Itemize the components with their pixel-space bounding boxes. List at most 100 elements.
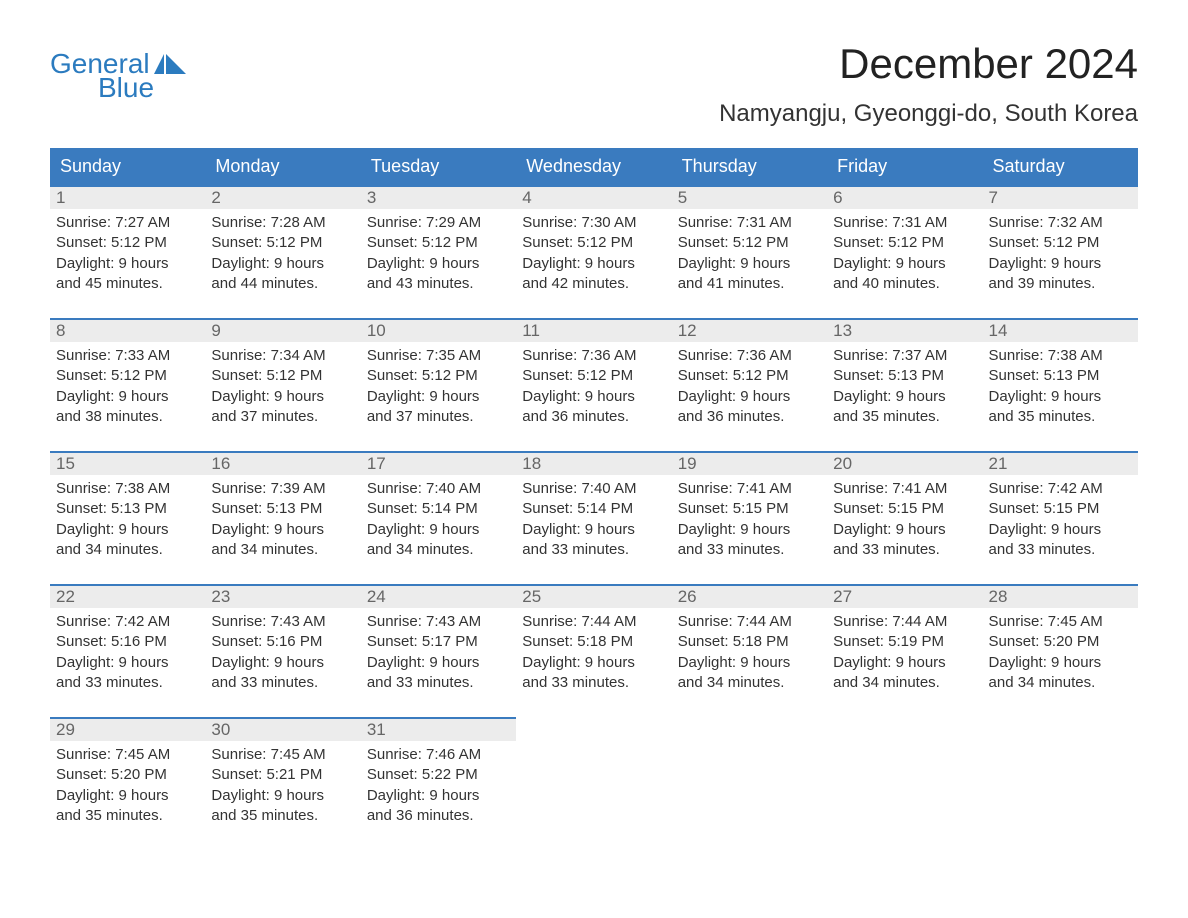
week-row: 15Sunrise: 7:38 AMSunset: 5:13 PMDayligh… [50, 451, 1138, 584]
weekday-header-row: Sunday Monday Tuesday Wednesday Thursday… [50, 148, 1138, 185]
sunrise-text: Sunrise: 7:45 AM [989, 612, 1132, 632]
day-cell [516, 717, 671, 850]
daylight-text-1: Daylight: 9 hours [211, 254, 354, 274]
sunset-text: Sunset: 5:12 PM [211, 233, 354, 253]
daylight-text-1: Daylight: 9 hours [211, 653, 354, 673]
day-content: Sunrise: 7:29 AMSunset: 5:12 PMDaylight:… [361, 209, 516, 294]
sunrise-text: Sunrise: 7:45 AM [56, 745, 199, 765]
sunset-text: Sunset: 5:15 PM [989, 499, 1132, 519]
day-cell [827, 717, 982, 850]
day-number: 11 [516, 318, 671, 342]
day-cell: 30Sunrise: 7:45 AMSunset: 5:21 PMDayligh… [205, 717, 360, 850]
day-number: 13 [827, 318, 982, 342]
daylight-text-1: Daylight: 9 hours [522, 387, 665, 407]
sunset-text: Sunset: 5:15 PM [678, 499, 821, 519]
day-content: Sunrise: 7:32 AMSunset: 5:12 PMDaylight:… [983, 209, 1138, 294]
day-cell: 2Sunrise: 7:28 AMSunset: 5:12 PMDaylight… [205, 185, 360, 318]
day-number: 9 [205, 318, 360, 342]
sunset-text: Sunset: 5:12 PM [522, 233, 665, 253]
day-number: 3 [361, 185, 516, 209]
daylight-text-2: and 33 minutes. [989, 540, 1132, 560]
daylight-text-2: and 36 minutes. [522, 407, 665, 427]
month-title: December 2024 [719, 40, 1138, 88]
daylight-text-1: Daylight: 9 hours [367, 254, 510, 274]
title-block: December 2024 Namyangju, Gyeonggi-do, So… [719, 40, 1138, 128]
day-cell: 6Sunrise: 7:31 AMSunset: 5:12 PMDaylight… [827, 185, 982, 318]
daylight-text-1: Daylight: 9 hours [56, 520, 199, 540]
week-row: 22Sunrise: 7:42 AMSunset: 5:16 PMDayligh… [50, 584, 1138, 717]
daylight-text-2: and 34 minutes. [56, 540, 199, 560]
day-number: 30 [205, 717, 360, 741]
day-cell: 28Sunrise: 7:45 AMSunset: 5:20 PMDayligh… [983, 584, 1138, 717]
daylight-text-1: Daylight: 9 hours [56, 786, 199, 806]
day-content: Sunrise: 7:42 AMSunset: 5:15 PMDaylight:… [983, 475, 1138, 560]
day-content: Sunrise: 7:42 AMSunset: 5:16 PMDaylight:… [50, 608, 205, 693]
day-number: 2 [205, 185, 360, 209]
sunrise-text: Sunrise: 7:36 AM [678, 346, 821, 366]
day-number: 1 [50, 185, 205, 209]
sunrise-text: Sunrise: 7:36 AM [522, 346, 665, 366]
sunrise-text: Sunrise: 7:42 AM [56, 612, 199, 632]
sunrise-text: Sunrise: 7:37 AM [833, 346, 976, 366]
day-cell: 11Sunrise: 7:36 AMSunset: 5:12 PMDayligh… [516, 318, 671, 451]
weekday-header: Friday [827, 148, 982, 185]
daylight-text-2: and 42 minutes. [522, 274, 665, 294]
day-cell: 16Sunrise: 7:39 AMSunset: 5:13 PMDayligh… [205, 451, 360, 584]
sunrise-text: Sunrise: 7:30 AM [522, 213, 665, 233]
day-number: 29 [50, 717, 205, 741]
daylight-text-2: and 33 minutes. [367, 673, 510, 693]
daylight-text-2: and 35 minutes. [989, 407, 1132, 427]
sunset-text: Sunset: 5:21 PM [211, 765, 354, 785]
day-number: 8 [50, 318, 205, 342]
day-cell: 25Sunrise: 7:44 AMSunset: 5:18 PMDayligh… [516, 584, 671, 717]
sunset-text: Sunset: 5:17 PM [367, 632, 510, 652]
sunrise-text: Sunrise: 7:44 AM [833, 612, 976, 632]
day-number: 19 [672, 451, 827, 475]
day-cell: 9Sunrise: 7:34 AMSunset: 5:12 PMDaylight… [205, 318, 360, 451]
daylight-text-1: Daylight: 9 hours [56, 254, 199, 274]
daylight-text-2: and 37 minutes. [211, 407, 354, 427]
day-cell: 3Sunrise: 7:29 AMSunset: 5:12 PMDaylight… [361, 185, 516, 318]
day-number: 10 [361, 318, 516, 342]
sunset-text: Sunset: 5:13 PM [211, 499, 354, 519]
daylight-text-1: Daylight: 9 hours [522, 520, 665, 540]
sunset-text: Sunset: 5:14 PM [367, 499, 510, 519]
day-cell: 1Sunrise: 7:27 AMSunset: 5:12 PMDaylight… [50, 185, 205, 318]
day-number: 17 [361, 451, 516, 475]
day-content: Sunrise: 7:43 AMSunset: 5:16 PMDaylight:… [205, 608, 360, 693]
daylight-text-1: Daylight: 9 hours [367, 786, 510, 806]
day-number: 24 [361, 584, 516, 608]
sunrise-text: Sunrise: 7:43 AM [211, 612, 354, 632]
sunset-text: Sunset: 5:12 PM [678, 233, 821, 253]
week-row: 1Sunrise: 7:27 AMSunset: 5:12 PMDaylight… [50, 185, 1138, 318]
sunset-text: Sunset: 5:12 PM [989, 233, 1132, 253]
day-cell: 19Sunrise: 7:41 AMSunset: 5:15 PMDayligh… [672, 451, 827, 584]
sunset-text: Sunset: 5:14 PM [522, 499, 665, 519]
day-number: 31 [361, 717, 516, 741]
week-row: 8Sunrise: 7:33 AMSunset: 5:12 PMDaylight… [50, 318, 1138, 451]
day-cell: 27Sunrise: 7:44 AMSunset: 5:19 PMDayligh… [827, 584, 982, 717]
day-content: Sunrise: 7:44 AMSunset: 5:18 PMDaylight:… [672, 608, 827, 693]
day-cell: 7Sunrise: 7:32 AMSunset: 5:12 PMDaylight… [983, 185, 1138, 318]
day-cell: 21Sunrise: 7:42 AMSunset: 5:15 PMDayligh… [983, 451, 1138, 584]
daylight-text-1: Daylight: 9 hours [367, 387, 510, 407]
location: Namyangju, Gyeonggi-do, South Korea [719, 100, 1138, 128]
daylight-text-1: Daylight: 9 hours [989, 653, 1132, 673]
day-content: Sunrise: 7:27 AMSunset: 5:12 PMDaylight:… [50, 209, 205, 294]
sunrise-text: Sunrise: 7:35 AM [367, 346, 510, 366]
day-content: Sunrise: 7:31 AMSunset: 5:12 PMDaylight:… [827, 209, 982, 294]
day-content: Sunrise: 7:40 AMSunset: 5:14 PMDaylight:… [516, 475, 671, 560]
daylight-text-2: and 33 minutes. [833, 540, 976, 560]
daylight-text-1: Daylight: 9 hours [522, 254, 665, 274]
day-content: Sunrise: 7:34 AMSunset: 5:12 PMDaylight:… [205, 342, 360, 427]
weekday-header: Tuesday [361, 148, 516, 185]
sunrise-text: Sunrise: 7:39 AM [211, 479, 354, 499]
day-content: Sunrise: 7:39 AMSunset: 5:13 PMDaylight:… [205, 475, 360, 560]
day-cell: 26Sunrise: 7:44 AMSunset: 5:18 PMDayligh… [672, 584, 827, 717]
weekday-header: Sunday [50, 148, 205, 185]
daylight-text-1: Daylight: 9 hours [989, 520, 1132, 540]
daylight-text-2: and 33 minutes. [678, 540, 821, 560]
daylight-text-2: and 33 minutes. [211, 673, 354, 693]
sunrise-text: Sunrise: 7:46 AM [367, 745, 510, 765]
sunrise-text: Sunrise: 7:33 AM [56, 346, 199, 366]
